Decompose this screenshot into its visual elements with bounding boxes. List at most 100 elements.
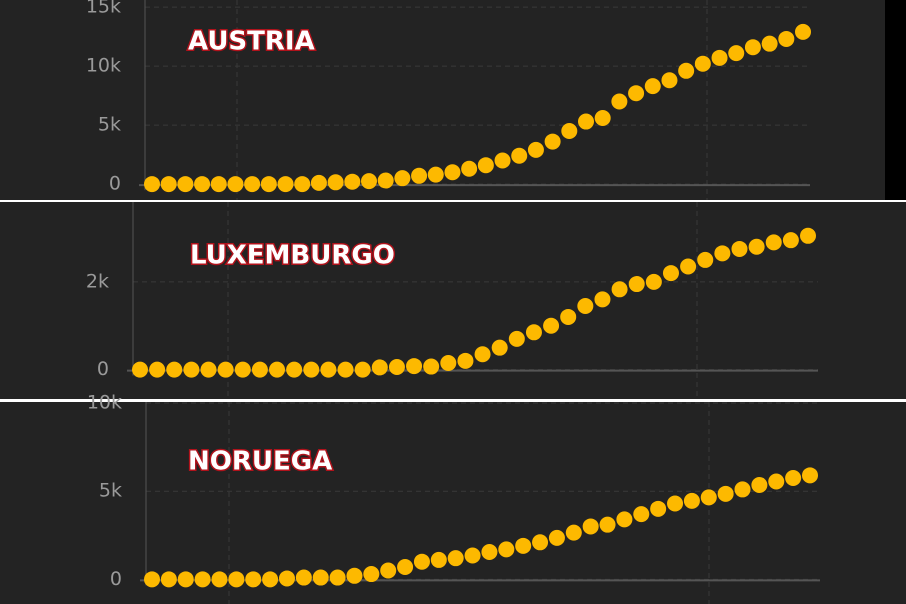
data-point [582, 518, 599, 535]
data-point [795, 23, 811, 40]
data-point [346, 567, 363, 584]
data-point [447, 550, 464, 567]
data-point [744, 39, 761, 56]
data-point [525, 324, 542, 341]
data-point [337, 361, 354, 378]
data-point [464, 547, 481, 564]
data-point [594, 109, 611, 126]
data-point [228, 571, 245, 588]
data-point [515, 537, 532, 554]
data-point [633, 506, 650, 523]
data-point [461, 160, 478, 177]
panel: 0 2k LUXEMBURGO [0, 202, 906, 399]
data-point [711, 49, 728, 66]
data-point [491, 339, 508, 356]
data-point [132, 361, 148, 378]
data-point [650, 500, 667, 517]
data-point [160, 176, 177, 193]
data-point [800, 227, 816, 244]
data-point [397, 558, 414, 575]
data-point [544, 133, 561, 150]
data-point [594, 291, 611, 308]
panel-title: NORUEGA [188, 447, 332, 477]
data-point [731, 240, 748, 257]
data-point [377, 172, 394, 189]
data-point [354, 361, 371, 378]
data-point [611, 281, 628, 298]
data-point [694, 55, 711, 72]
data-point [210, 176, 227, 193]
y-tick-label: 10k [87, 392, 122, 414]
data-point [245, 571, 262, 588]
data-point [785, 469, 802, 486]
data-point [717, 485, 734, 502]
data-point [430, 551, 447, 568]
data-point [561, 122, 578, 139]
y-tick-label: 5k [98, 114, 121, 136]
data-point [427, 166, 444, 183]
data-point [662, 265, 679, 282]
data-point [423, 358, 440, 375]
data-point [778, 30, 795, 47]
data-point [481, 544, 498, 561]
y-tick-label: 0 [110, 568, 122, 590]
data-point [277, 176, 294, 193]
y-tick-label: 0 [109, 173, 121, 195]
data-point [734, 481, 751, 498]
data-point [494, 152, 511, 169]
data-point [413, 553, 430, 570]
data-point [508, 330, 525, 347]
data-point [714, 245, 731, 262]
data-point [227, 176, 244, 193]
data-point [728, 45, 745, 62]
data-point [177, 176, 194, 193]
panel-title: LUXEMBURGO [190, 241, 395, 271]
data-point [200, 361, 217, 378]
data-point [751, 477, 768, 494]
data-point [667, 495, 684, 512]
data-point [527, 141, 544, 158]
data-point [363, 566, 380, 583]
data-point [768, 473, 785, 490]
data-point [802, 467, 818, 484]
data-point [166, 361, 183, 378]
y-tick-label: 2k [86, 270, 109, 292]
data-point [244, 176, 261, 193]
data-point [511, 147, 528, 164]
data-point [371, 359, 388, 376]
panel-title: AUSTRIA [188, 27, 315, 57]
data-point [194, 571, 211, 588]
y-tick-label: 10k [86, 55, 121, 77]
data-point [406, 358, 423, 375]
data-point [303, 361, 320, 378]
data-point [628, 276, 645, 293]
data-point [344, 173, 361, 190]
y-tick-label: 15k [86, 0, 121, 18]
data-point [194, 176, 211, 193]
data-point [560, 308, 577, 325]
data-point [234, 361, 251, 378]
data-point [310, 174, 327, 191]
data-point [678, 62, 695, 79]
data-point [251, 361, 268, 378]
data-point [628, 85, 645, 102]
data-point [278, 570, 295, 587]
data-point [177, 571, 194, 588]
data-point [388, 358, 405, 375]
y-tick-label: 5k [99, 480, 122, 502]
data-point [327, 174, 344, 191]
data-point [160, 571, 177, 588]
data-point [269, 361, 286, 378]
data-point [577, 297, 594, 314]
data-point [782, 232, 799, 249]
data-point [578, 113, 594, 130]
panel: 0 5k 10k NORUEGA [0, 392, 906, 604]
data-point [565, 524, 582, 541]
data-point [680, 258, 697, 275]
data-point [616, 511, 633, 528]
data-point [645, 273, 662, 290]
data-point [144, 571, 160, 588]
panel-bg [0, 0, 885, 200]
data-point [543, 317, 560, 334]
panel-bg [0, 402, 906, 604]
